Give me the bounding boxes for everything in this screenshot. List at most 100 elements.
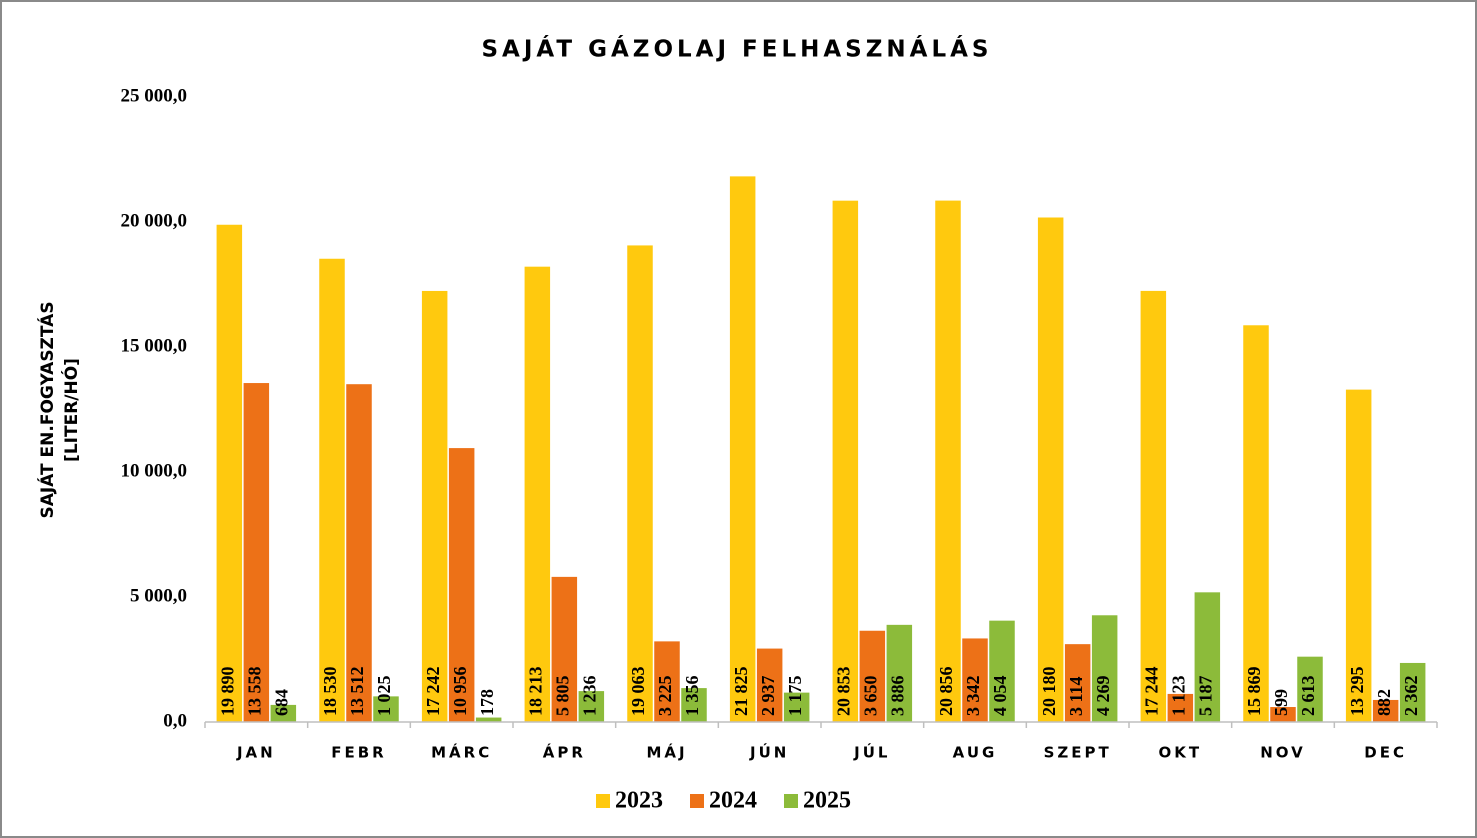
x-tick-label: JAN: [236, 744, 276, 762]
bar: [448, 448, 475, 722]
bar: [729, 176, 756, 722]
bar: [578, 691, 605, 722]
bar: [1270, 707, 1296, 722]
x-tick-label: AUG: [953, 744, 998, 762]
data-label: 13 512: [347, 667, 367, 717]
data-label: 20 180: [1039, 667, 1059, 717]
data-label: 18 530: [320, 667, 340, 717]
legend-swatch: [690, 794, 704, 808]
bar: [346, 384, 372, 722]
data-label: 178: [477, 689, 497, 716]
data-label: 1 236: [579, 676, 599, 717]
bar: [1372, 699, 1399, 722]
bar: [832, 200, 859, 723]
y-tick-label: 10 000,0: [121, 460, 188, 481]
bar: [551, 576, 578, 722]
bar: [1037, 217, 1064, 722]
bar: [1140, 290, 1167, 722]
bar: [989, 620, 1015, 722]
data-label: 20 853: [833, 667, 853, 717]
bar: [1194, 592, 1221, 722]
legend-label: 2024: [709, 788, 757, 814]
legend-label: 2025: [803, 788, 851, 814]
bar: [421, 290, 448, 722]
bar: [681, 688, 707, 722]
data-label: 3 225: [655, 676, 675, 717]
data-label: 599: [1271, 689, 1291, 716]
y-tick-label: 0,0: [163, 710, 187, 731]
data-label: 1 175: [785, 676, 805, 717]
data-label: 2 613: [1298, 676, 1318, 717]
bar: [654, 641, 680, 722]
x-tick-label: MÁRC: [431, 743, 492, 762]
data-label: 684: [271, 689, 291, 716]
legend-swatch: [596, 794, 610, 808]
x-tick-label: JÚN: [749, 743, 789, 762]
bar: [783, 692, 810, 722]
data-label: 5 805: [552, 676, 572, 717]
x-tick-label: SZEPT: [1044, 744, 1112, 762]
data-label: 17 244: [1141, 667, 1161, 717]
data-label: 13 295: [1347, 667, 1367, 717]
data-label: 1 123: [1168, 676, 1188, 717]
data-label: 5 187: [1195, 676, 1215, 717]
bar: [319, 258, 345, 722]
y-tick-label: 5 000,0: [130, 585, 187, 606]
bar: [373, 696, 399, 722]
data-label: 4 054: [990, 676, 1010, 717]
bar: [627, 245, 653, 723]
x-tick-label: JÚL: [853, 743, 890, 762]
bar: [1345, 389, 1372, 722]
data-label: 882: [1374, 689, 1394, 716]
bar: [1297, 656, 1323, 722]
y-axis-label: SAJÁT EN.FOGYASZTÁS: [36, 301, 58, 518]
x-tick-label: FEBR: [331, 744, 386, 762]
data-label: 3 342: [963, 676, 983, 717]
bar: [756, 648, 783, 722]
bar: [270, 704, 297, 722]
data-label: 15 869: [1244, 667, 1264, 717]
data-label: 2 937: [758, 676, 778, 717]
data-label: 13 558: [244, 667, 264, 717]
bar: [1243, 325, 1269, 722]
bar: [859, 630, 886, 722]
data-label: 3 114: [1066, 676, 1086, 716]
bar: [886, 624, 913, 722]
bar: [935, 200, 961, 723]
x-tick-label: NOV: [1260, 744, 1306, 762]
y-tick-label: 15 000,0: [121, 335, 188, 356]
bar: [216, 224, 243, 722]
data-label: 20 856: [936, 667, 956, 717]
data-label: 19 063: [628, 667, 648, 717]
x-tick-label: ÁPR: [543, 743, 586, 762]
bar: [1167, 693, 1194, 722]
data-label: 19 890: [217, 667, 237, 717]
data-label: 1 025: [374, 676, 394, 717]
bar: [1064, 644, 1091, 722]
x-tick-label: MÁJ: [646, 743, 687, 762]
bar: [243, 383, 270, 722]
data-label: 3 650: [860, 676, 880, 717]
bar: [962, 638, 988, 722]
legend-swatch: [784, 794, 798, 808]
legend-label: 2023: [615, 788, 663, 814]
data-label: 3 886: [887, 676, 907, 717]
bar: [1399, 662, 1426, 722]
bar: [524, 266, 551, 722]
data-label: 17 242: [423, 667, 443, 717]
y-axis-label: [LITER/HÓ]: [60, 358, 82, 462]
data-label: 21 825: [731, 667, 751, 717]
y-tick-label: 25 000,0: [121, 85, 188, 106]
data-label: 1 356: [682, 676, 702, 717]
chart-title: SAJÁT GÁZOLAJ FELHASZNÁLÁS: [481, 35, 992, 63]
x-tick-label: OKT: [1159, 744, 1203, 762]
data-label: 18 213: [525, 667, 545, 717]
data-label: 4 269: [1093, 676, 1113, 717]
bar: [1091, 615, 1118, 722]
bar: [475, 717, 502, 722]
data-label: 10 956: [450, 667, 470, 717]
y-tick-label: 20 000,0: [121, 210, 188, 231]
x-tick-label: DEC: [1364, 744, 1407, 762]
data-label: 2 362: [1401, 676, 1421, 717]
